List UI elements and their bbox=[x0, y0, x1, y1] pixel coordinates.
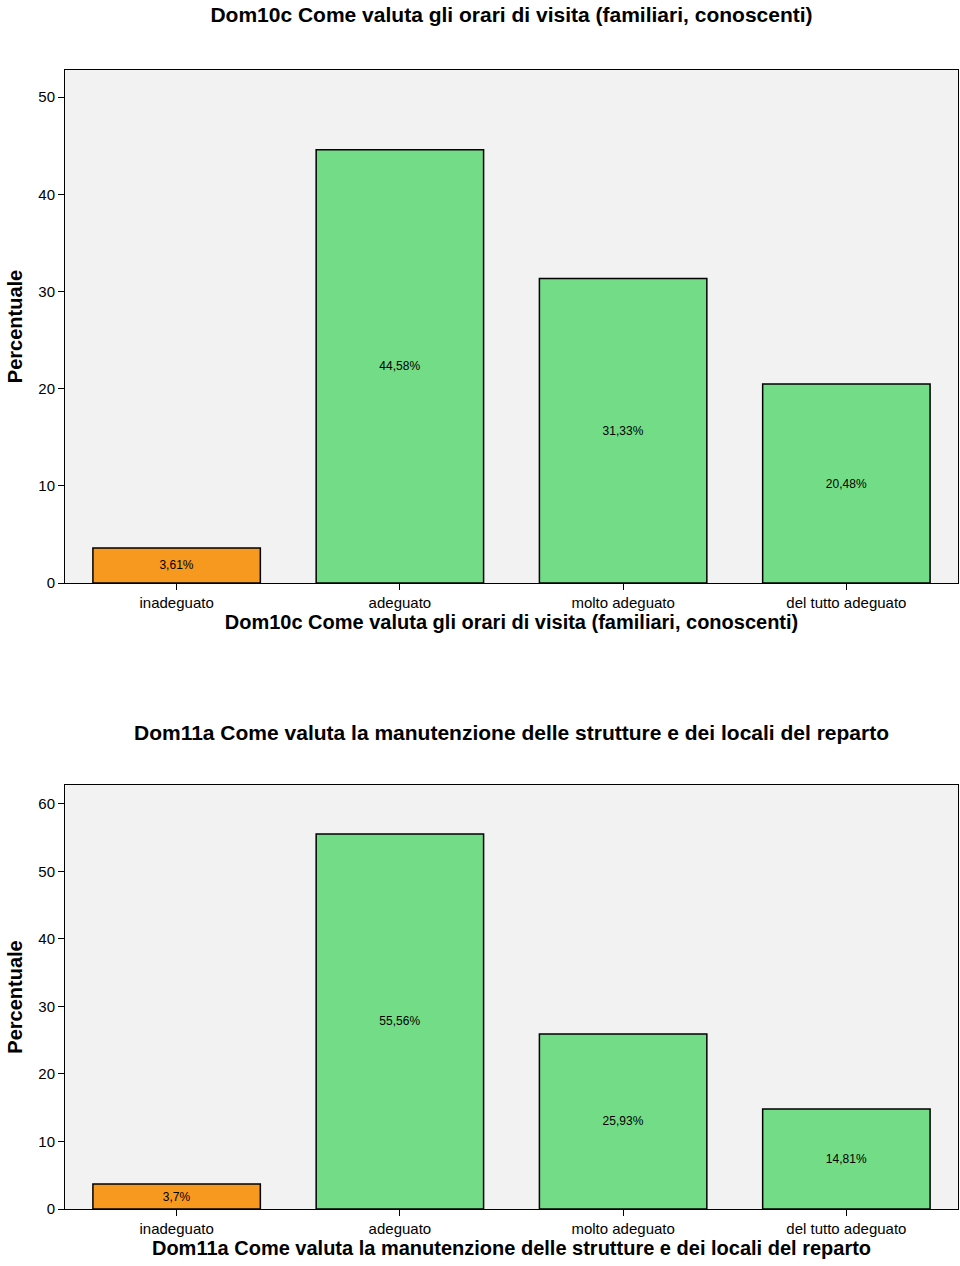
svg-text:30: 30 bbox=[38, 998, 55, 1015]
svg-text:10: 10 bbox=[38, 1133, 55, 1150]
svg-text:25,93%: 25,93% bbox=[603, 1114, 644, 1128]
svg-text:44,58%: 44,58% bbox=[379, 359, 420, 373]
svg-text:molto adeguato: molto adeguato bbox=[571, 1220, 674, 1237]
svg-text:inadeguato: inadeguato bbox=[140, 594, 214, 611]
svg-text:Dom11a Come valuta la manutenz: Dom11a Come valuta la manutenzione delle… bbox=[152, 1237, 871, 1259]
svg-text:3,61%: 3,61% bbox=[159, 558, 193, 572]
svg-text:Dom11a Come valuta la manutenz: Dom11a Come valuta la manutenzione delle… bbox=[134, 721, 889, 744]
svg-text:31,33%: 31,33% bbox=[603, 424, 644, 438]
svg-text:14,81%: 14,81% bbox=[826, 1152, 867, 1166]
svg-text:40: 40 bbox=[38, 186, 55, 203]
svg-text:Dom10c Come valuta gli orari d: Dom10c Come valuta gli orari di visita (… bbox=[225, 611, 799, 633]
svg-text:Percentuale: Percentuale bbox=[4, 270, 26, 383]
svg-text:0: 0 bbox=[47, 574, 55, 591]
svg-text:3,7%: 3,7% bbox=[163, 1190, 191, 1204]
svg-text:30: 30 bbox=[38, 283, 55, 300]
svg-text:inadeguato: inadeguato bbox=[140, 1220, 214, 1237]
svg-text:del tutto adeguato: del tutto adeguato bbox=[786, 1220, 906, 1237]
svg-text:55,56%: 55,56% bbox=[379, 1014, 420, 1028]
svg-text:60: 60 bbox=[38, 795, 55, 812]
svg-text:del tutto adeguato: del tutto adeguato bbox=[786, 594, 906, 611]
svg-text:20: 20 bbox=[38, 1065, 55, 1082]
svg-text:50: 50 bbox=[38, 88, 55, 105]
svg-text:adeguato: adeguato bbox=[369, 594, 432, 611]
svg-text:40: 40 bbox=[38, 930, 55, 947]
svg-text:adeguato: adeguato bbox=[369, 1220, 432, 1237]
svg-text:Dom10c Come valuta gli orari d: Dom10c Come valuta gli orari di visita (… bbox=[210, 3, 812, 26]
svg-text:20: 20 bbox=[38, 380, 55, 397]
svg-text:molto adeguato: molto adeguato bbox=[571, 594, 674, 611]
svg-text:10: 10 bbox=[38, 477, 55, 494]
svg-text:20,48%: 20,48% bbox=[826, 477, 867, 491]
svg-text:50: 50 bbox=[38, 863, 55, 880]
svg-text:Percentuale: Percentuale bbox=[4, 940, 26, 1053]
svg-text:0: 0 bbox=[47, 1200, 55, 1217]
